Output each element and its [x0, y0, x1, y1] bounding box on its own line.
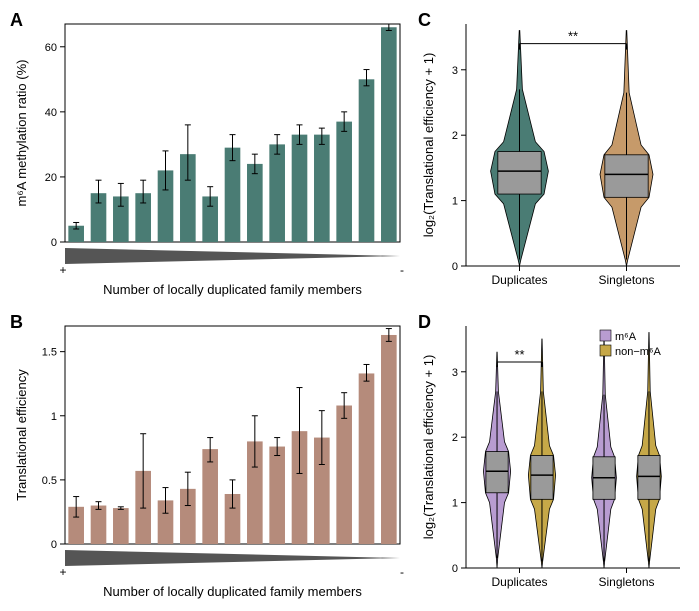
chart-b: 0 0.5 1 1.5 Translational efficiency + - Number… [10, 312, 410, 602]
svg-text:60: 60 [45, 42, 57, 54]
svg-text:40: 40 [45, 107, 57, 119]
svg-text:0: 0 [452, 563, 458, 575]
chart-d: 0 1 2 3 log₂(Translational efficiency + 1) Du… [418, 312, 688, 602]
panel-b: B 0 0.5 1 1.5 Translational efficiency + - Numb… [10, 312, 410, 602]
chart-a: 0 20 40 60 m⁶A methylation ratio (%) + - Number… [10, 10, 410, 300]
svg-text:m⁶A: m⁶A [615, 331, 637, 343]
svg-text:1: 1 [51, 411, 57, 423]
svg-text:Duplicates: Duplicates [491, 273, 547, 287]
svg-text:Singletons: Singletons [598, 575, 654, 589]
svg-text:+: + [59, 263, 66, 277]
svg-text:20: 20 [45, 172, 57, 184]
svg-text:**: ** [514, 347, 524, 362]
svg-text:0: 0 [51, 539, 57, 551]
svg-text:Number of locally duplicated f: Number of locally duplicated family memb… [103, 282, 362, 297]
svg-text:Duplicates: Duplicates [491, 575, 547, 589]
svg-text:Translational efficiency: Translational efficiency [14, 369, 29, 501]
panel-c: C 0 1 2 3 log₂(Translational efficiency + 1)… [418, 10, 688, 300]
svg-text:0.5: 0.5 [42, 475, 57, 487]
svg-text:0: 0 [452, 261, 458, 273]
svg-text:2: 2 [452, 130, 458, 142]
svg-text:2: 2 [452, 432, 458, 444]
svg-text:3: 3 [452, 65, 458, 77]
svg-text:1: 1 [452, 196, 458, 208]
panel-d-label: D [418, 312, 431, 333]
panel-a: A 0 20 40 60 m⁶A methylation ratio (%) + - Numb… [10, 10, 410, 300]
svg-text:non−m⁶A: non−m⁶A [615, 346, 661, 358]
svg-text:3: 3 [452, 367, 458, 379]
svg-text:log₂(Translational efficiency: log₂(Translational efficiency + 1) [421, 355, 436, 540]
panel-d: D 0 1 2 3 log₂(Translational efficiency + 1)… [418, 312, 688, 602]
panel-a-label: A [10, 10, 23, 31]
svg-text:Number of locally duplicated f: Number of locally duplicated family memb… [103, 584, 362, 599]
svg-text:log₂(Translational efficiency: log₂(Translational efficiency + 1) [421, 53, 436, 238]
svg-text:**: ** [568, 29, 578, 44]
svg-text:0: 0 [51, 237, 57, 249]
panel-c-label: C [418, 10, 431, 31]
svg-text:1.5: 1.5 [42, 347, 57, 359]
chart-c: 0 1 2 3 log₂(Translational efficiency + 1) Du… [418, 10, 688, 300]
svg-text:+: + [59, 565, 66, 579]
svg-text:1: 1 [452, 498, 458, 510]
svg-text:Singletons: Singletons [598, 273, 654, 287]
svg-text:m⁶A methylation ratio (%): m⁶A methylation ratio (%) [14, 60, 29, 207]
svg-text:-: - [400, 263, 404, 277]
svg-text:-: - [400, 565, 404, 579]
panel-b-label: B [10, 312, 23, 333]
